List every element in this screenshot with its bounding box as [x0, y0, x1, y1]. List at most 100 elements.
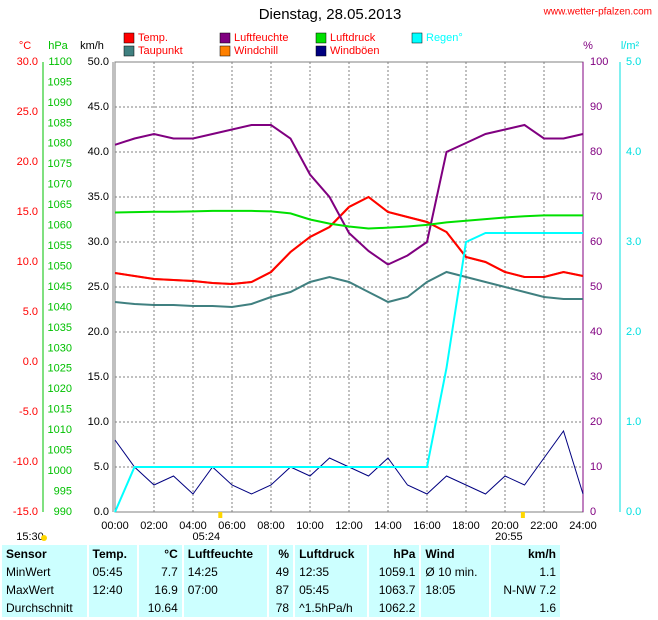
legend-swatch	[315, 32, 327, 44]
x-tick-label: 18:00	[452, 520, 480, 532]
legend-label: Temp.	[138, 32, 168, 44]
table-cell: Wind	[419, 545, 491, 563]
legend-swatch	[219, 32, 231, 44]
table-cell: 07:00	[181, 581, 268, 599]
table-cell: 05:45	[86, 563, 138, 581]
y-tick-label: 35.0	[88, 191, 109, 203]
table-cell: N-NW 7.2	[489, 581, 560, 599]
x-tick-label: 22:00	[530, 520, 558, 532]
table-cell: °C	[136, 545, 183, 563]
table-row: MinWert 05:45 7.7 14:25 49 12:35 1059.1 Ø 10 mi…	[0, 563, 560, 581]
y-tick-label: 1.0	[626, 416, 641, 428]
table-cell: Ø 10 min.	[419, 563, 491, 581]
y-tick-label: 1050	[48, 260, 72, 272]
legend-label: Windchill	[234, 45, 278, 57]
sun-marker	[520, 512, 525, 518]
table-cell: Durchschnitt	[0, 599, 88, 617]
y-tick-label: 1040	[48, 301, 72, 313]
y-tick-label: 5.0	[23, 306, 38, 318]
y-tick-label: 15.0	[88, 371, 109, 383]
table-cell: km/h	[489, 545, 560, 563]
table-cell: hPa	[366, 545, 421, 563]
y-tick-label: 1025	[48, 363, 72, 375]
y-tick-label: 1035	[48, 322, 72, 334]
x-tick-label: 00:00	[101, 520, 129, 532]
axis-unit: hPa	[48, 40, 68, 52]
y-tick-label: 0.0	[626, 506, 641, 518]
y-tick-label: 5.0	[626, 56, 641, 68]
y-tick-label: 30.0	[17, 56, 38, 68]
table-cell: 16.9	[136, 581, 183, 599]
table-cell: Luftdruck	[293, 545, 368, 563]
y-tick-label: 25.0	[88, 281, 109, 293]
y-tick-label: 1010	[48, 424, 72, 436]
legend-label: Luftdruck	[330, 32, 376, 44]
y-tick-label: 1080	[48, 138, 72, 150]
axis-unit: km/h	[80, 40, 104, 52]
source: www.wetter-pfalzen.com	[543, 7, 652, 18]
series-line	[114, 232, 583, 513]
table-cell: MinWert	[0, 563, 88, 581]
table-row: Sensor Temp. °C Luftfeuchte% Luftdruck hPa Win…	[0, 545, 560, 563]
table-cell	[181, 599, 268, 617]
legend-swatch	[123, 45, 135, 57]
table-cell: Luftfeuchte	[181, 545, 268, 563]
y-tick-label: 0.0	[94, 506, 109, 518]
legend-swatch	[123, 32, 135, 44]
y-tick-label: 10.0	[88, 416, 109, 428]
table-cell: 1.1	[489, 563, 560, 581]
table-cell: Sensor	[0, 545, 88, 563]
legend-label: Luftfeuchte	[234, 32, 288, 44]
y-tick-label: 995	[54, 485, 72, 497]
table-cell: 10.64	[136, 599, 183, 617]
y-tick-label: -10.0	[13, 456, 38, 468]
table-cell	[86, 599, 138, 617]
table-cell: 7.7	[136, 563, 183, 581]
table-row: Durchschnitt 10.64 78 ^1.5hPa/h 1062.2 1.6	[0, 599, 560, 617]
y-tick-label: -15.0	[13, 506, 38, 518]
chart-title: Dienstag, 28.05.2013	[259, 6, 402, 23]
table-cell: 49	[266, 563, 295, 581]
table-cell: 1063.7	[366, 581, 421, 599]
axis-unit: °C	[19, 40, 31, 52]
x-tick-label: 02:00	[140, 520, 168, 532]
y-tick-label: 1020	[48, 383, 72, 395]
y-tick-label: 1070	[48, 179, 72, 191]
sun-time: 20:55	[495, 531, 523, 543]
series-line	[114, 209, 583, 230]
y-tick-label: 15.0	[17, 206, 38, 218]
y-tick-label: 1045	[48, 281, 72, 293]
y-tick-label: 1060	[48, 220, 72, 232]
stats-table: Sensor Temp. °C Luftfeuchte% Luftdruck hPa Win…	[0, 545, 560, 617]
y-tick-label: 10.0	[17, 256, 38, 268]
y-tick-label: 50	[590, 281, 602, 293]
chart: Dienstag, 28.05.2013 www.wetter-pfalzen.…	[13, 6, 652, 543]
y-tick-label: 60	[590, 236, 602, 248]
y-tick-label: 3.0	[626, 236, 641, 248]
y-tick-label: 990	[54, 506, 72, 518]
x-tick-label: 24:00	[569, 520, 597, 532]
y-tick-label: 20	[590, 416, 602, 428]
table-cell: Temp.	[86, 545, 138, 563]
axis-unit: l/m²	[621, 40, 640, 52]
x-tick-label: 08:00	[257, 520, 285, 532]
legend-swatch	[411, 32, 423, 44]
y-tick-label: 1005	[48, 445, 72, 457]
table-cell: ^1.5hPa/h	[293, 599, 368, 617]
x-tick-label: 06:00	[218, 520, 246, 532]
y-tick-label: 1075	[48, 158, 72, 170]
y-tick-label: 1000	[48, 465, 72, 477]
y-tick-label: 0.0	[23, 356, 38, 368]
table-cell: %	[266, 545, 295, 563]
table-cell: 05:45	[293, 581, 368, 599]
y-tick-label: 2.0	[626, 326, 641, 338]
sun-marker	[218, 512, 223, 518]
table-cell: MaxWert	[0, 581, 88, 599]
y-tick-label: 1055	[48, 240, 72, 252]
legend-label: Windböen	[330, 45, 380, 57]
series-line	[114, 195, 584, 286]
x-tick-label: 10:00	[296, 520, 324, 532]
table-row: MaxWert 12:40 16.9 07:00 87 05:45 1063.7 18:05 N…	[0, 581, 560, 599]
y-tick-label: 90	[590, 101, 602, 113]
